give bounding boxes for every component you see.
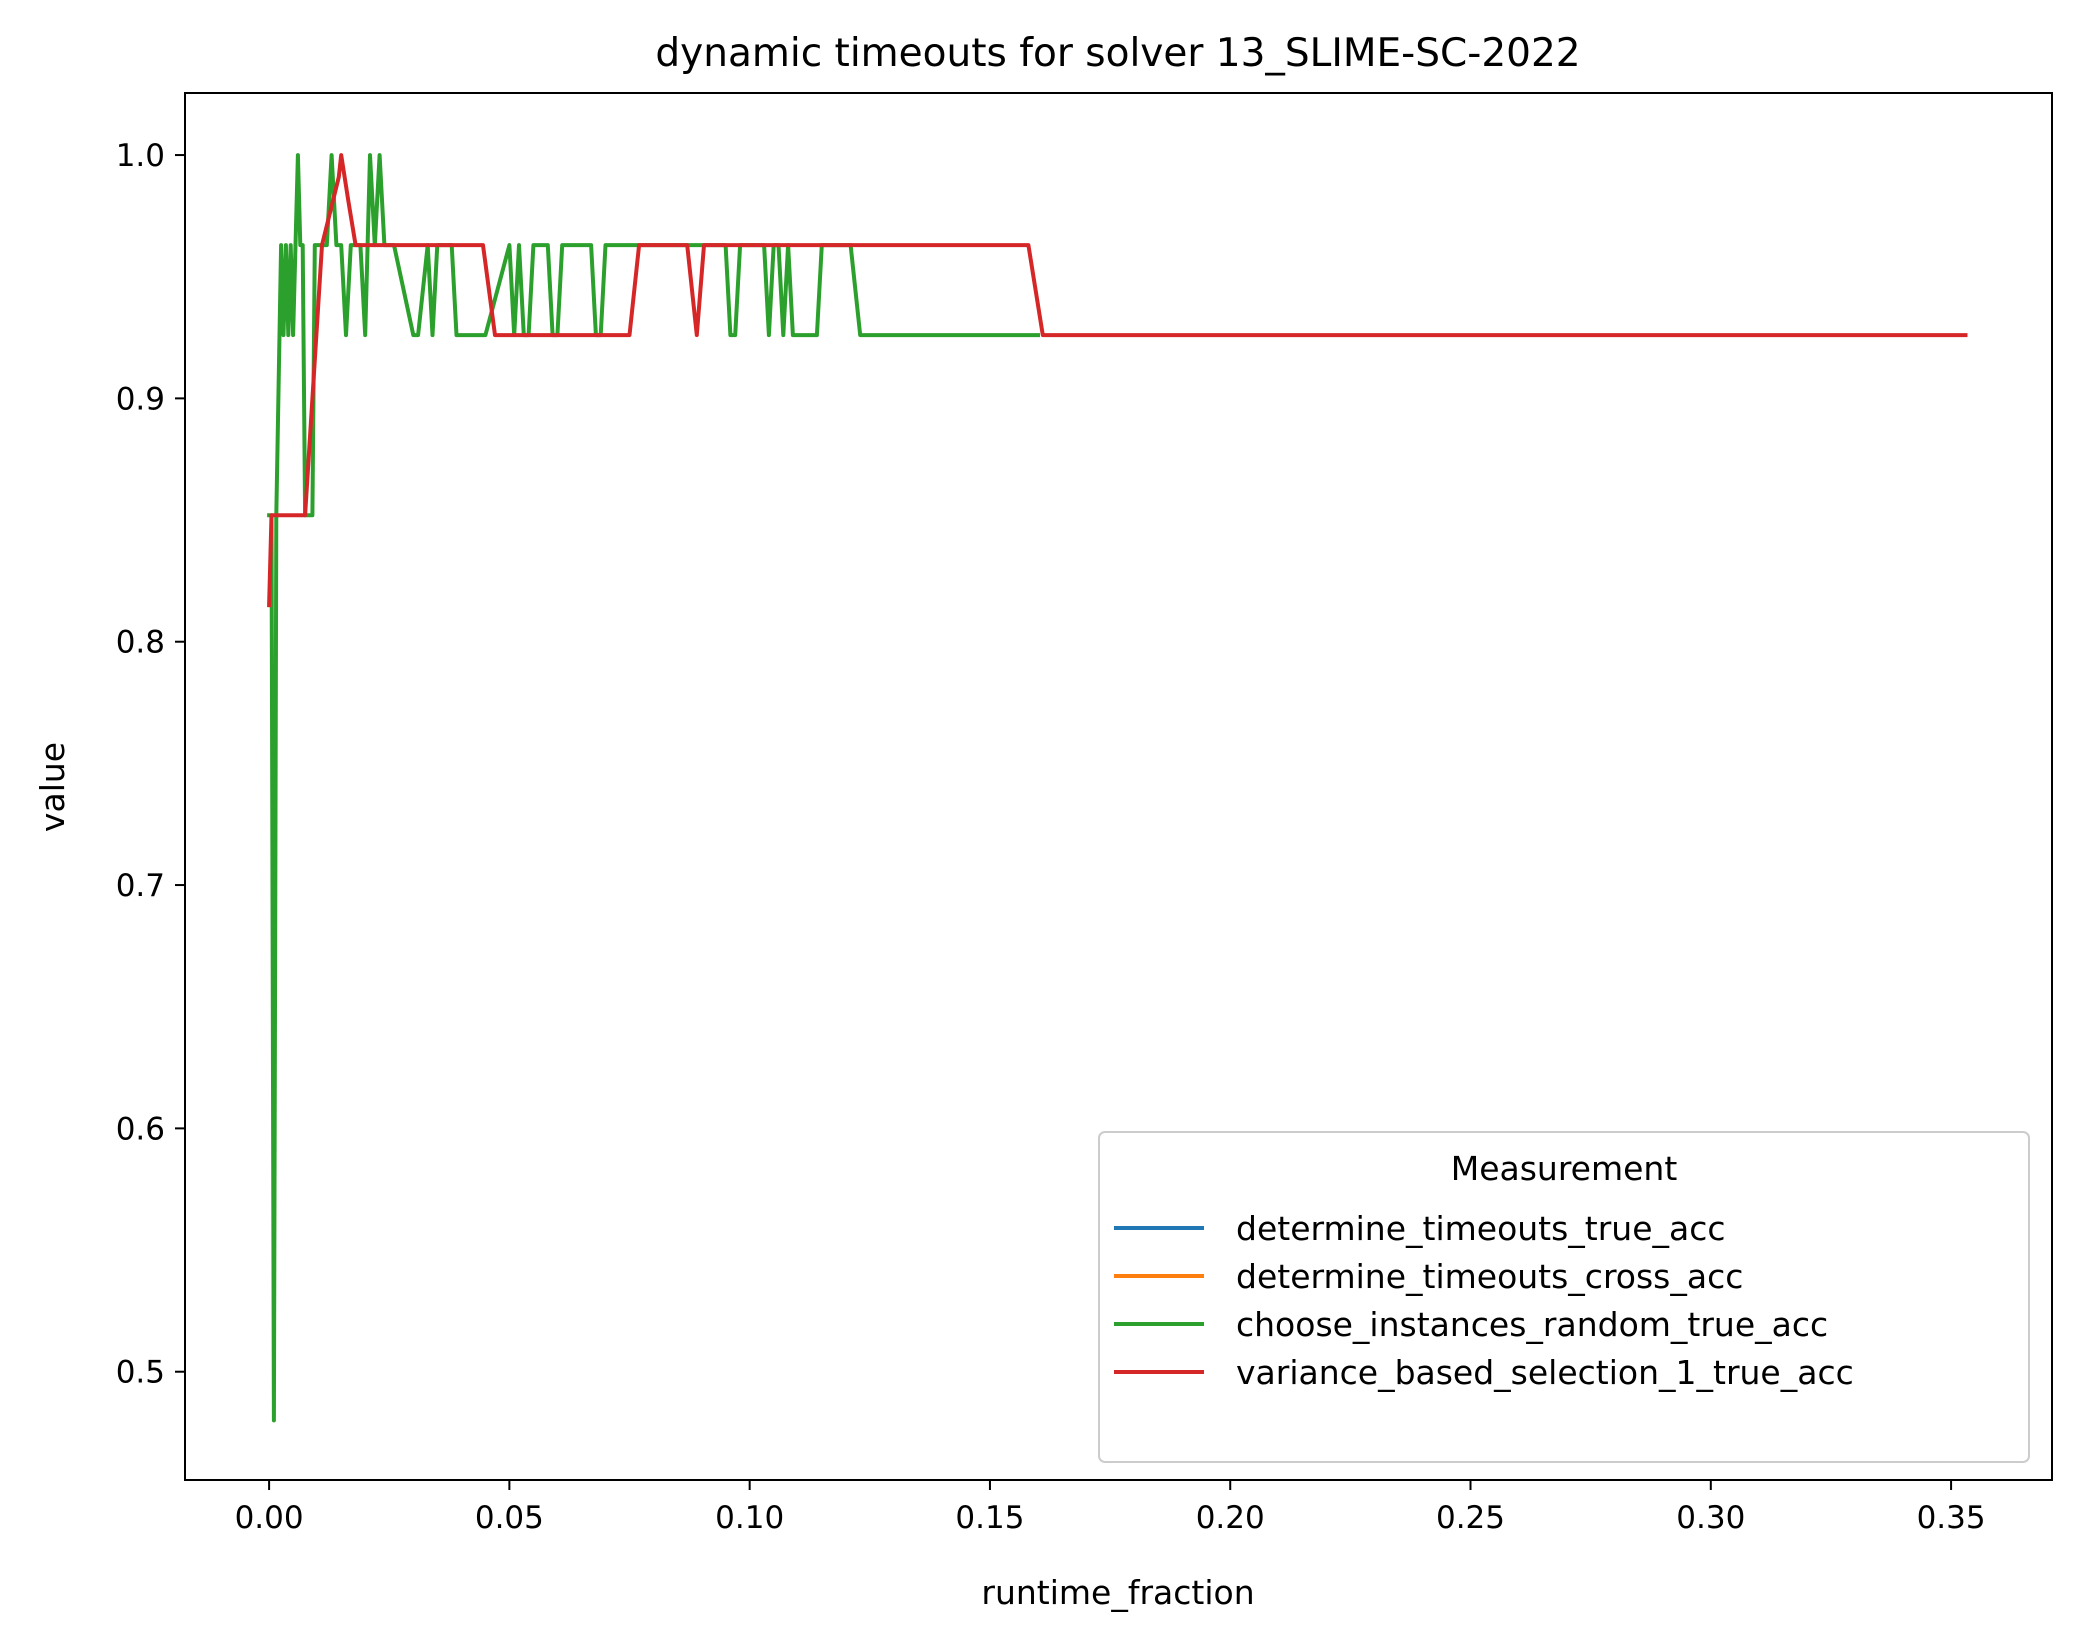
y-tick-label: 0.8 xyxy=(116,625,165,661)
x-tick-label: 0.20 xyxy=(1196,1500,1265,1536)
legend-entry-label: determine_timeouts_cross_acc xyxy=(1236,1257,1743,1296)
y-axis-label: value xyxy=(33,742,72,832)
x-tick-label: 0.30 xyxy=(1676,1500,1745,1536)
x-axis-label: runtime_fraction xyxy=(981,1573,1254,1612)
y-tick-label: 0.5 xyxy=(116,1355,165,1391)
legend: Measurement determine_timeouts_true_accd… xyxy=(1098,1131,2030,1463)
legend-entry-label: determine_timeouts_true_acc xyxy=(1236,1209,1726,1248)
legend-entry-label: choose_instances_random_true_acc xyxy=(1236,1305,1828,1344)
x-tick-label: 0.10 xyxy=(715,1500,784,1536)
legend-entries: determine_timeouts_true_acc determine_tim… xyxy=(1114,1209,1854,1392)
plot-area-frame xyxy=(184,92,2053,1481)
x-tick-label: 0.35 xyxy=(1917,1500,1986,1536)
y-tick-label: 1.0 xyxy=(116,138,165,174)
series-layer xyxy=(267,153,1968,1423)
series-line-variance-based-selection-1-true-acc xyxy=(267,153,1968,608)
chart-title: dynamic timeouts for solver 13_SLIME-SC-… xyxy=(655,31,1580,76)
x-tick-label: 0.00 xyxy=(235,1500,304,1536)
legend-frame xyxy=(1098,1131,2030,1463)
legend-title: Measurement xyxy=(1451,1149,1678,1188)
y-tick-label: 0.9 xyxy=(116,381,165,417)
legend-entry-label: variance_based_selection_1_true_acc xyxy=(1236,1353,1854,1392)
x-tick-label: 0.05 xyxy=(475,1500,544,1536)
x-axis: 0.00 0.05 0.10 0.15 0.20 0.25 0.30 0.35 xyxy=(235,1480,1986,1536)
y-tick-label: 0.7 xyxy=(116,868,165,904)
y-tick-label: 0.6 xyxy=(116,1111,165,1147)
x-tick-label: 0.25 xyxy=(1436,1500,1505,1536)
x-tick-label: 0.15 xyxy=(955,1500,1024,1536)
y-axis: 0.5 0.6 0.7 0.8 0.9 1.0 xyxy=(116,138,185,1391)
